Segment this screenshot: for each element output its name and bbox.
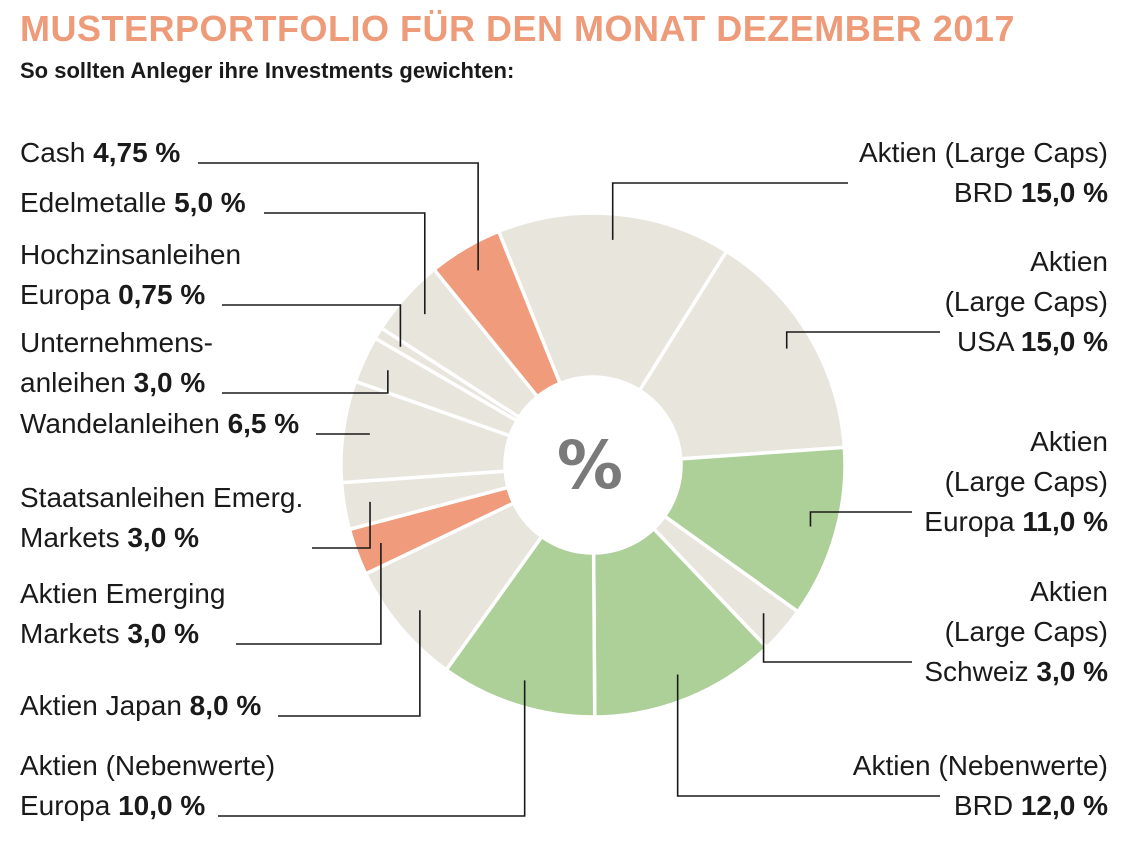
label-aktien-nebenwerte-europa: Aktien (Nebenwerte) Europa 10,0 % <box>20 746 275 826</box>
label-text: Edelmetalle <box>20 187 167 218</box>
leader-aktien-large-caps-usa <box>785 331 940 349</box>
label-aktien-large-caps-brd: Aktien (Large Caps) BRD 15,0 % <box>859 133 1108 213</box>
label-hochzinsanleihen-europa: Hochzinsanleihen Europa 0,75 % <box>20 235 241 315</box>
label-aktien-emerging-markets: Aktien Emerging Markets 3,0 % <box>20 574 225 654</box>
label-aktien-japan: Aktien Japan 8,0 % <box>20 686 261 726</box>
value-label: 15,0 % <box>1020 326 1108 357</box>
leader-aktien-japan <box>278 610 421 717</box>
label-aktien-large-caps-usa: Aktien (Large Caps) USA 15,0 % <box>945 242 1108 362</box>
value-label: 5,0 % <box>174 187 246 218</box>
leader-aktien-nebenwerte-europa <box>218 680 526 817</box>
label-text: Aktien (Large Caps) <box>858 137 1108 168</box>
label-text: Wandelanleihen <box>20 408 220 439</box>
label-text: Aktien <box>1030 576 1108 607</box>
leader-aktien-emerging-markets <box>236 543 382 645</box>
value-label: 6,5 % <box>227 408 300 439</box>
slices-group <box>339 211 847 719</box>
value-label: 10,0 % <box>118 790 206 821</box>
label-text: Hochzinsanleihen <box>20 239 242 270</box>
label-aktien-large-caps-europa: Aktien (Large Caps) Europa 11,0 % <box>924 422 1108 542</box>
label-cash: Cash 4,75 % <box>20 133 180 173</box>
label-text: Aktien <box>1030 426 1108 457</box>
value-label: 3,0 % <box>127 618 199 649</box>
label-aktien-large-caps-schweiz: Aktien (Large Caps) Schweiz 3,0 % <box>924 572 1108 692</box>
label-text: (Large Caps) <box>944 466 1108 497</box>
label-edelmetalle: Edelmetalle 5,0 % <box>20 183 246 223</box>
label-aktien-nebenwerte-brd: Aktien (Nebenwerte) BRD 12,0 % <box>853 746 1108 826</box>
value-label: 8,0 % <box>189 690 262 721</box>
value-label: 11,0 % <box>1022 506 1108 537</box>
label-text: BRD <box>953 790 1014 821</box>
leader-staatsanleihen-emerg-markets <box>312 501 371 549</box>
leader-aktien-large-caps-brd <box>611 182 848 240</box>
leader-aktien-large-caps-europa <box>809 511 912 527</box>
label-text: USA <box>957 326 1014 357</box>
label-text: Markets <box>20 618 120 649</box>
label-text: Aktien (Nebenwerte) <box>852 750 1108 781</box>
value-label: 15,0 % <box>1020 177 1108 208</box>
value-label: 3,0 % <box>127 522 199 553</box>
leader-unternehmensanleihen <box>222 370 389 394</box>
label-unternehmensanleihen: Unternehmens-anleihen 3,0 % <box>20 323 213 403</box>
leader-edelmetalle <box>264 212 426 315</box>
leader-lines-group <box>198 162 940 817</box>
leader-aktien-large-caps-schweiz <box>762 613 912 663</box>
label-text: Europa <box>20 279 111 310</box>
label-text: Europa <box>924 506 1015 537</box>
center-percent-symbol: % <box>557 427 623 504</box>
label-text: (Large Caps) <box>944 286 1108 317</box>
label-text: Markets <box>20 522 120 553</box>
value-label: 12,0 % <box>1020 790 1108 821</box>
label-text: Cash <box>20 137 86 168</box>
label-text: Aktien <box>1030 246 1108 277</box>
chart-title: MUSTERPORTFOLIO FÜR DEN MONAT DEZEMBER 2… <box>20 8 1015 49</box>
leader-aktien-nebenwerte-brd <box>676 674 940 797</box>
label-text: Aktien Emerging <box>20 578 226 609</box>
label-text: Unternehmens- <box>20 327 213 358</box>
label-text: Europa <box>20 790 111 821</box>
label-text: Staatsanleihen Emerg. <box>20 482 304 513</box>
label-text: Aktien Japan <box>20 690 182 721</box>
value-label: 3,0 % <box>1036 656 1108 687</box>
label-staatsanleihen-emerg-markets: Staatsanleihen Emerg. Markets 3,0 % <box>20 478 303 558</box>
value-label: 3,0 % <box>133 367 206 398</box>
slice-aktien-nebenwerte-brd <box>591 526 769 719</box>
leader-wandelanleihen <box>316 433 370 435</box>
label-text: anleihen <box>20 367 126 398</box>
chart-subtitle: So sollten Anleger ihre Investments gewi… <box>20 58 515 83</box>
label-text: BRD <box>953 177 1014 208</box>
label-text: Schweiz <box>924 656 1029 687</box>
value-label: 4,75 % <box>93 137 181 168</box>
donut-hole <box>505 377 681 553</box>
value-label: 0,75 % <box>118 279 206 310</box>
leader-cash <box>198 162 479 271</box>
leader-hochzinsanleihen-europa <box>222 304 402 347</box>
label-text: (Large Caps) <box>944 616 1108 647</box>
label-text: Aktien (Nebenwerte) <box>20 750 276 781</box>
label-wandelanleihen: Wandelanleihen 6,5 % <box>20 404 299 444</box>
